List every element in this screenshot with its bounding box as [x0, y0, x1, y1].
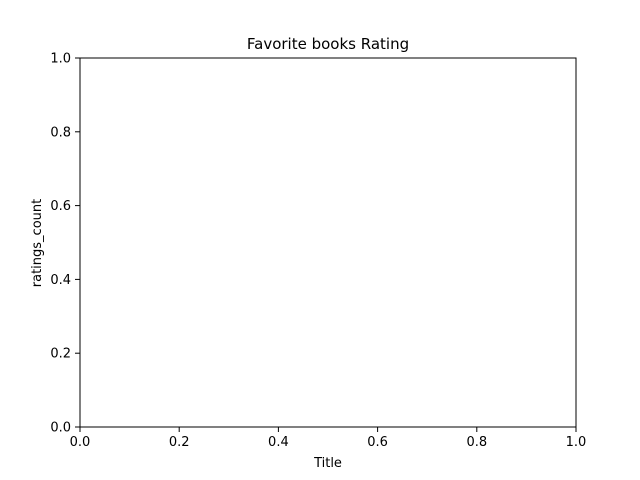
x-tick-label: 0.6	[367, 435, 388, 450]
x-axis-label: Title	[313, 456, 342, 471]
y-tick-label: 0.4	[50, 273, 71, 288]
chart-title: Favorite books Rating	[247, 35, 409, 53]
y-tick-label: 0.0	[50, 421, 71, 436]
x-tick-label: 0.8	[466, 435, 487, 450]
y-tick-label: 0.8	[50, 125, 71, 140]
x-tick-label: 0.0	[70, 435, 91, 450]
y-tick-label: 0.2	[50, 347, 71, 362]
x-tick-label: 1.0	[566, 435, 587, 450]
plot-frame	[79, 57, 577, 428]
x-tick-label: 0.2	[169, 435, 190, 450]
y-tick-label: 1.0	[50, 52, 71, 67]
y-axis-ticks: 0.0 0.2 0.4 0.6 0.8 1.0	[50, 52, 80, 436]
y-axis-label: ratings_count	[30, 199, 45, 287]
y-tick-label: 0.6	[50, 199, 71, 214]
x-axis-ticks: 0.0 0.2 0.4 0.6 0.8 1.0	[70, 427, 587, 450]
plot-area	[79, 57, 577, 428]
x-tick-label: 0.4	[268, 435, 289, 450]
